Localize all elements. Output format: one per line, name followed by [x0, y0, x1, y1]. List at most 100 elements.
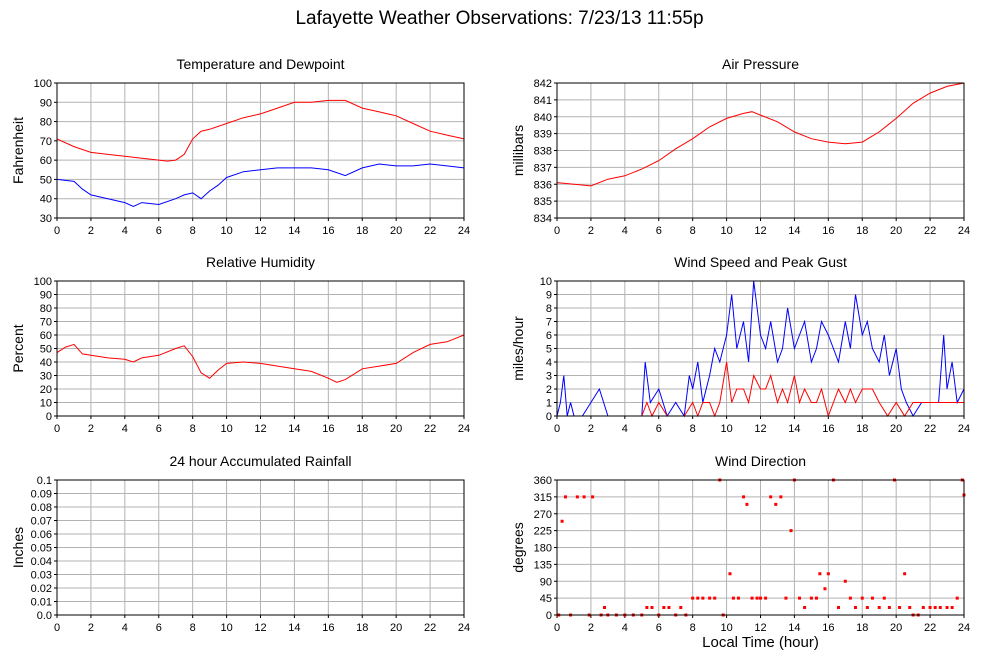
pressure-series-line-1	[556, 82, 965, 187]
pressure-x-tick-label: 20	[890, 225, 902, 237]
temp-y-tick-label: 40	[40, 194, 52, 206]
direction-x-tick-label: 14	[788, 622, 800, 634]
wind-frame	[556, 280, 965, 417]
direction-x-tick-label: 6	[656, 622, 662, 634]
pressure-x-tick-label: 24	[958, 225, 970, 237]
humidity-x-tick-label: 12	[254, 423, 266, 435]
pressure-x-tick-label: 10	[720, 225, 732, 237]
wind-x-tick-label: 0	[554, 423, 560, 435]
direction-point	[591, 495, 595, 499]
temp-y-tick-label: 90	[40, 97, 52, 109]
rain-x-tick-label: 18	[356, 622, 368, 634]
humidity-x-tick-label: 0	[54, 423, 60, 435]
rain-x-tick-label: 22	[424, 622, 436, 634]
rain-x-tick-label: 4	[122, 622, 128, 634]
wind-y-tick-label: 0	[546, 411, 552, 423]
rain-y-axis-label: Inches	[10, 527, 26, 568]
direction-point	[650, 606, 654, 609]
temp-x-tick-label: 12	[254, 225, 266, 237]
rain-title: 24 hour Accumulated Rainfall	[169, 453, 351, 469]
humidity-x-tick-label: 2	[88, 423, 94, 435]
direction-point	[843, 579, 847, 583]
direction-point	[823, 587, 827, 591]
direction-point	[602, 606, 606, 609]
direction-point	[898, 606, 902, 609]
direction-point	[679, 606, 683, 609]
direction-point	[764, 596, 768, 600]
direction-frame	[556, 479, 965, 616]
direction-point	[769, 495, 773, 499]
humidity-y-tick-label: 30	[40, 371, 52, 383]
rain-x-tick-label: 2	[88, 622, 94, 634]
humidity-y-tick-label: 10	[40, 398, 52, 410]
direction-x-tick-label: 20	[890, 622, 902, 634]
rain-y-tick-label: 0.04	[31, 556, 52, 568]
wind-x-tick-label: 12	[754, 423, 766, 435]
humidity-y-tick-label: 90	[40, 290, 52, 302]
pressure-x-tick-label: 12	[754, 225, 766, 237]
direction-x-tick-label: 22	[924, 622, 936, 634]
pressure-x-tick-label: 2	[588, 225, 594, 237]
temp-frame	[56, 82, 465, 219]
rain-x-tick-label: 14	[288, 622, 300, 634]
rain-x-tick-label: 10	[220, 622, 232, 634]
humidity-x-tick-label: 14	[288, 423, 300, 435]
rain-y-tick-label: 0.02	[31, 583, 52, 595]
wind-x-tick-label: 6	[656, 423, 662, 435]
direction-x-tick-label: 0	[554, 622, 560, 634]
direction-point	[853, 606, 857, 609]
wind-title: Wind Speed and Peak Gust	[674, 254, 847, 270]
wind-x-tick-label: 24	[958, 423, 970, 435]
temp-y-axis-label: Fahrenheit	[10, 117, 26, 184]
direction-point	[784, 596, 788, 600]
humidity-x-tick-label: 6	[156, 423, 162, 435]
direction-point	[887, 606, 891, 609]
direction-point	[928, 606, 932, 609]
direction-point	[921, 606, 925, 609]
pressure-x-tick-label: 14	[788, 225, 800, 237]
wind-x-tick-label: 20	[890, 423, 902, 435]
rain-y-tick-label: 0.05	[31, 543, 52, 555]
direction-y-tick-label: 225	[534, 526, 552, 538]
direction-point	[582, 495, 586, 499]
direction-point	[645, 606, 649, 609]
direction-point	[563, 495, 567, 499]
pressure-y-tick-label: 835	[534, 196, 552, 208]
wind-y-tick-label: 5	[546, 344, 552, 356]
page-title: Lafayette Weather Observations: 7/23/13 …	[295, 8, 704, 29]
pressure-x-tick-label: 18	[856, 225, 868, 237]
direction-point	[837, 606, 841, 609]
humidity-title: Relative Humidity	[206, 254, 315, 270]
direction-y-tick-label: 0	[546, 610, 552, 622]
humidity-x-tick-label: 4	[122, 423, 128, 435]
humidity-y-tick-label: 70	[40, 317, 52, 329]
rain-x-tick-label: 24	[458, 622, 470, 634]
humidity-y-tick-label: 0	[46, 411, 52, 423]
temp-x-tick-label: 6	[156, 225, 162, 237]
direction-point	[745, 502, 749, 506]
pressure-y-tick-label: 841	[534, 95, 552, 107]
rain-y-tick-label: 0.09	[31, 489, 52, 501]
humidity-x-tick-label: 20	[390, 423, 402, 435]
temp-x-tick-label: 0	[54, 225, 60, 237]
pressure-y-tick-label: 836	[534, 179, 552, 191]
temp-series-line-2	[56, 163, 465, 207]
rain-x-tick-label: 20	[390, 622, 402, 634]
temp-x-tick-label: 22	[424, 225, 436, 237]
humidity-frame	[56, 280, 465, 417]
direction-x-tick-label: 2	[588, 622, 594, 634]
rain-x-tick-label: 6	[156, 622, 162, 634]
direction-y-axis-label: degrees	[510, 522, 526, 573]
direction-point	[691, 596, 695, 600]
direction-point	[908, 606, 912, 609]
direction-x-tick-label: 10	[720, 622, 732, 634]
direction-x-tick-label: 18	[856, 622, 868, 634]
humidity-series-line-1	[56, 334, 465, 383]
rain-x-tick-label: 8	[190, 622, 196, 634]
direction-point	[814, 596, 818, 600]
